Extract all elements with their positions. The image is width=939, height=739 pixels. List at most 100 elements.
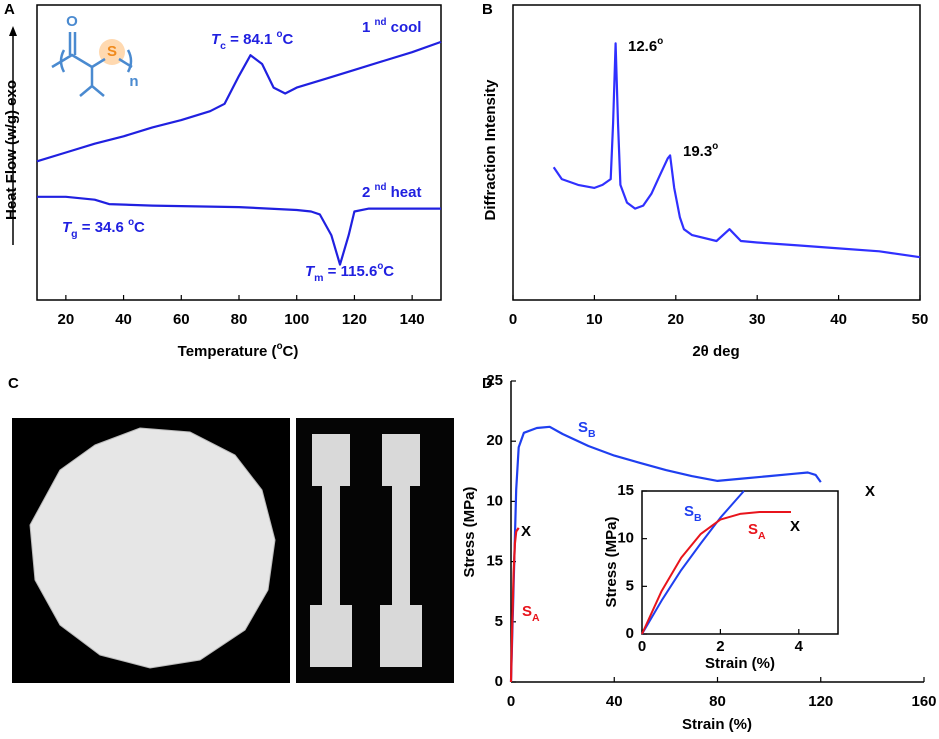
- text-part: nd: [375, 17, 387, 28]
- atom-label: n: [129, 73, 138, 90]
- text-part: Temperature (: [178, 343, 277, 360]
- text-part: X: [790, 518, 800, 535]
- line-series: [509, 425, 822, 683]
- y-tick-label: 5: [626, 577, 634, 594]
- x-tick-label: 2: [716, 638, 724, 655]
- carbonyl: [68, 32, 77, 55]
- x-tick-label: 20: [58, 311, 75, 328]
- x-tick-label: 50: [912, 311, 929, 328]
- x-tick-label: 30: [749, 311, 766, 328]
- text-part: o: [712, 141, 718, 152]
- text-part: S: [522, 603, 532, 620]
- x-axis-label: Strain (%): [705, 655, 775, 672]
- flakes: [29, 427, 276, 669]
- text-part: nd: [375, 182, 387, 193]
- x-tick-label: 10: [586, 311, 603, 328]
- text-part: o: [657, 36, 663, 47]
- annotation: X: [521, 523, 531, 540]
- atom-label: O: [66, 13, 78, 30]
- line-series: [36, 40, 442, 163]
- text-part: A: [532, 612, 540, 624]
- y-tick-label: 15: [486, 553, 503, 570]
- isopropyl: [79, 67, 105, 97]
- line-series: [37, 195, 441, 266]
- line-series: [641, 490, 745, 635]
- text-part: S: [578, 419, 588, 436]
- panel-letter: B: [482, 1, 493, 18]
- x-tick-label: 40: [830, 311, 847, 328]
- text-part: 12.6: [628, 38, 657, 55]
- x-tick-label: 120: [342, 311, 367, 328]
- x-tick-label: 160: [911, 693, 936, 710]
- annotation: SB: [684, 503, 702, 524]
- text-part: heat: [386, 184, 421, 201]
- text-part: = 34.6: [78, 219, 128, 236]
- brackets: [59, 49, 133, 73]
- dogbone: [310, 434, 352, 667]
- annotation: Tm = 115.6oC: [305, 261, 394, 284]
- panel-letter: D: [482, 375, 493, 392]
- text-part: cool: [386, 19, 421, 36]
- y-tick-label: 10: [617, 530, 634, 547]
- x-tick-label: 140: [400, 311, 425, 328]
- dogbone: [380, 434, 422, 667]
- x-tick-label: 20: [667, 311, 684, 328]
- plot-frame: [512, 4, 921, 301]
- x-axis-label: Strain (%): [682, 716, 752, 733]
- x-axis-label: 2θ deg: [692, 343, 739, 360]
- plot-frame: [641, 490, 839, 635]
- text-part: S: [748, 521, 758, 538]
- x-tick-label: 0: [509, 311, 517, 328]
- annotation: X: [865, 483, 875, 500]
- text-part: = 115.6: [324, 263, 378, 280]
- annotation: SA: [522, 603, 540, 624]
- y-tick-label: 20: [486, 432, 503, 449]
- exo-arrowhead: [9, 26, 17, 36]
- text-part: X: [865, 483, 875, 500]
- x-tick-label: 80: [709, 693, 726, 710]
- y-axis-label: Heat Flow (w/g) exo: [3, 80, 20, 220]
- photo-panel: C: [8, 375, 454, 683]
- annotation: 2 nd heat: [362, 182, 421, 201]
- annotation: Tc = 84.1 oC: [211, 29, 293, 52]
- text-part: C: [134, 219, 145, 236]
- annotation: Tg = 34.6 oC: [62, 217, 145, 240]
- highlight: [99, 39, 125, 65]
- x-tick-label: 4: [795, 638, 804, 655]
- structure: [51, 32, 133, 97]
- x-tick-label: 0: [638, 638, 646, 655]
- panel-letter: A: [4, 1, 15, 18]
- y-tick-label: 5: [495, 613, 503, 630]
- x-tick-label: 40: [606, 693, 623, 710]
- text-part: C: [282, 31, 293, 48]
- text-part: T: [62, 219, 73, 236]
- y-tick-label: 0: [626, 625, 634, 642]
- x-axis-label: Temperature (oC): [178, 341, 299, 360]
- line-series: [641, 511, 791, 635]
- text-part: S: [684, 503, 694, 520]
- annotation: 1 nd cool: [362, 17, 421, 36]
- y-axis-label: Diffraction Intensity: [482, 79, 499, 221]
- text-part: 19.3: [683, 143, 712, 160]
- text-part: C: [383, 263, 394, 280]
- annotation: SA: [748, 521, 766, 542]
- y-axis-label: Stress (MPa): [603, 517, 620, 608]
- text-part: T: [305, 263, 316, 280]
- text-part: 1: [362, 19, 375, 36]
- panel-letter: C: [8, 375, 19, 392]
- text-part: g: [71, 228, 77, 240]
- text-part: T: [211, 31, 222, 48]
- y-tick-label: 25: [486, 372, 503, 389]
- text-part: o: [128, 217, 134, 228]
- atom-label: S: [107, 43, 117, 60]
- x-tick-label: 100: [284, 311, 309, 328]
- annotation: X: [790, 518, 800, 535]
- text-part: B: [588, 428, 596, 440]
- text-part: B: [694, 512, 702, 524]
- annotation: SB: [578, 419, 596, 440]
- y-axis-label: Stress (MPa): [461, 487, 478, 578]
- x-tick-label: 60: [173, 311, 190, 328]
- text-part: o: [377, 261, 383, 272]
- text-part: o: [276, 29, 282, 40]
